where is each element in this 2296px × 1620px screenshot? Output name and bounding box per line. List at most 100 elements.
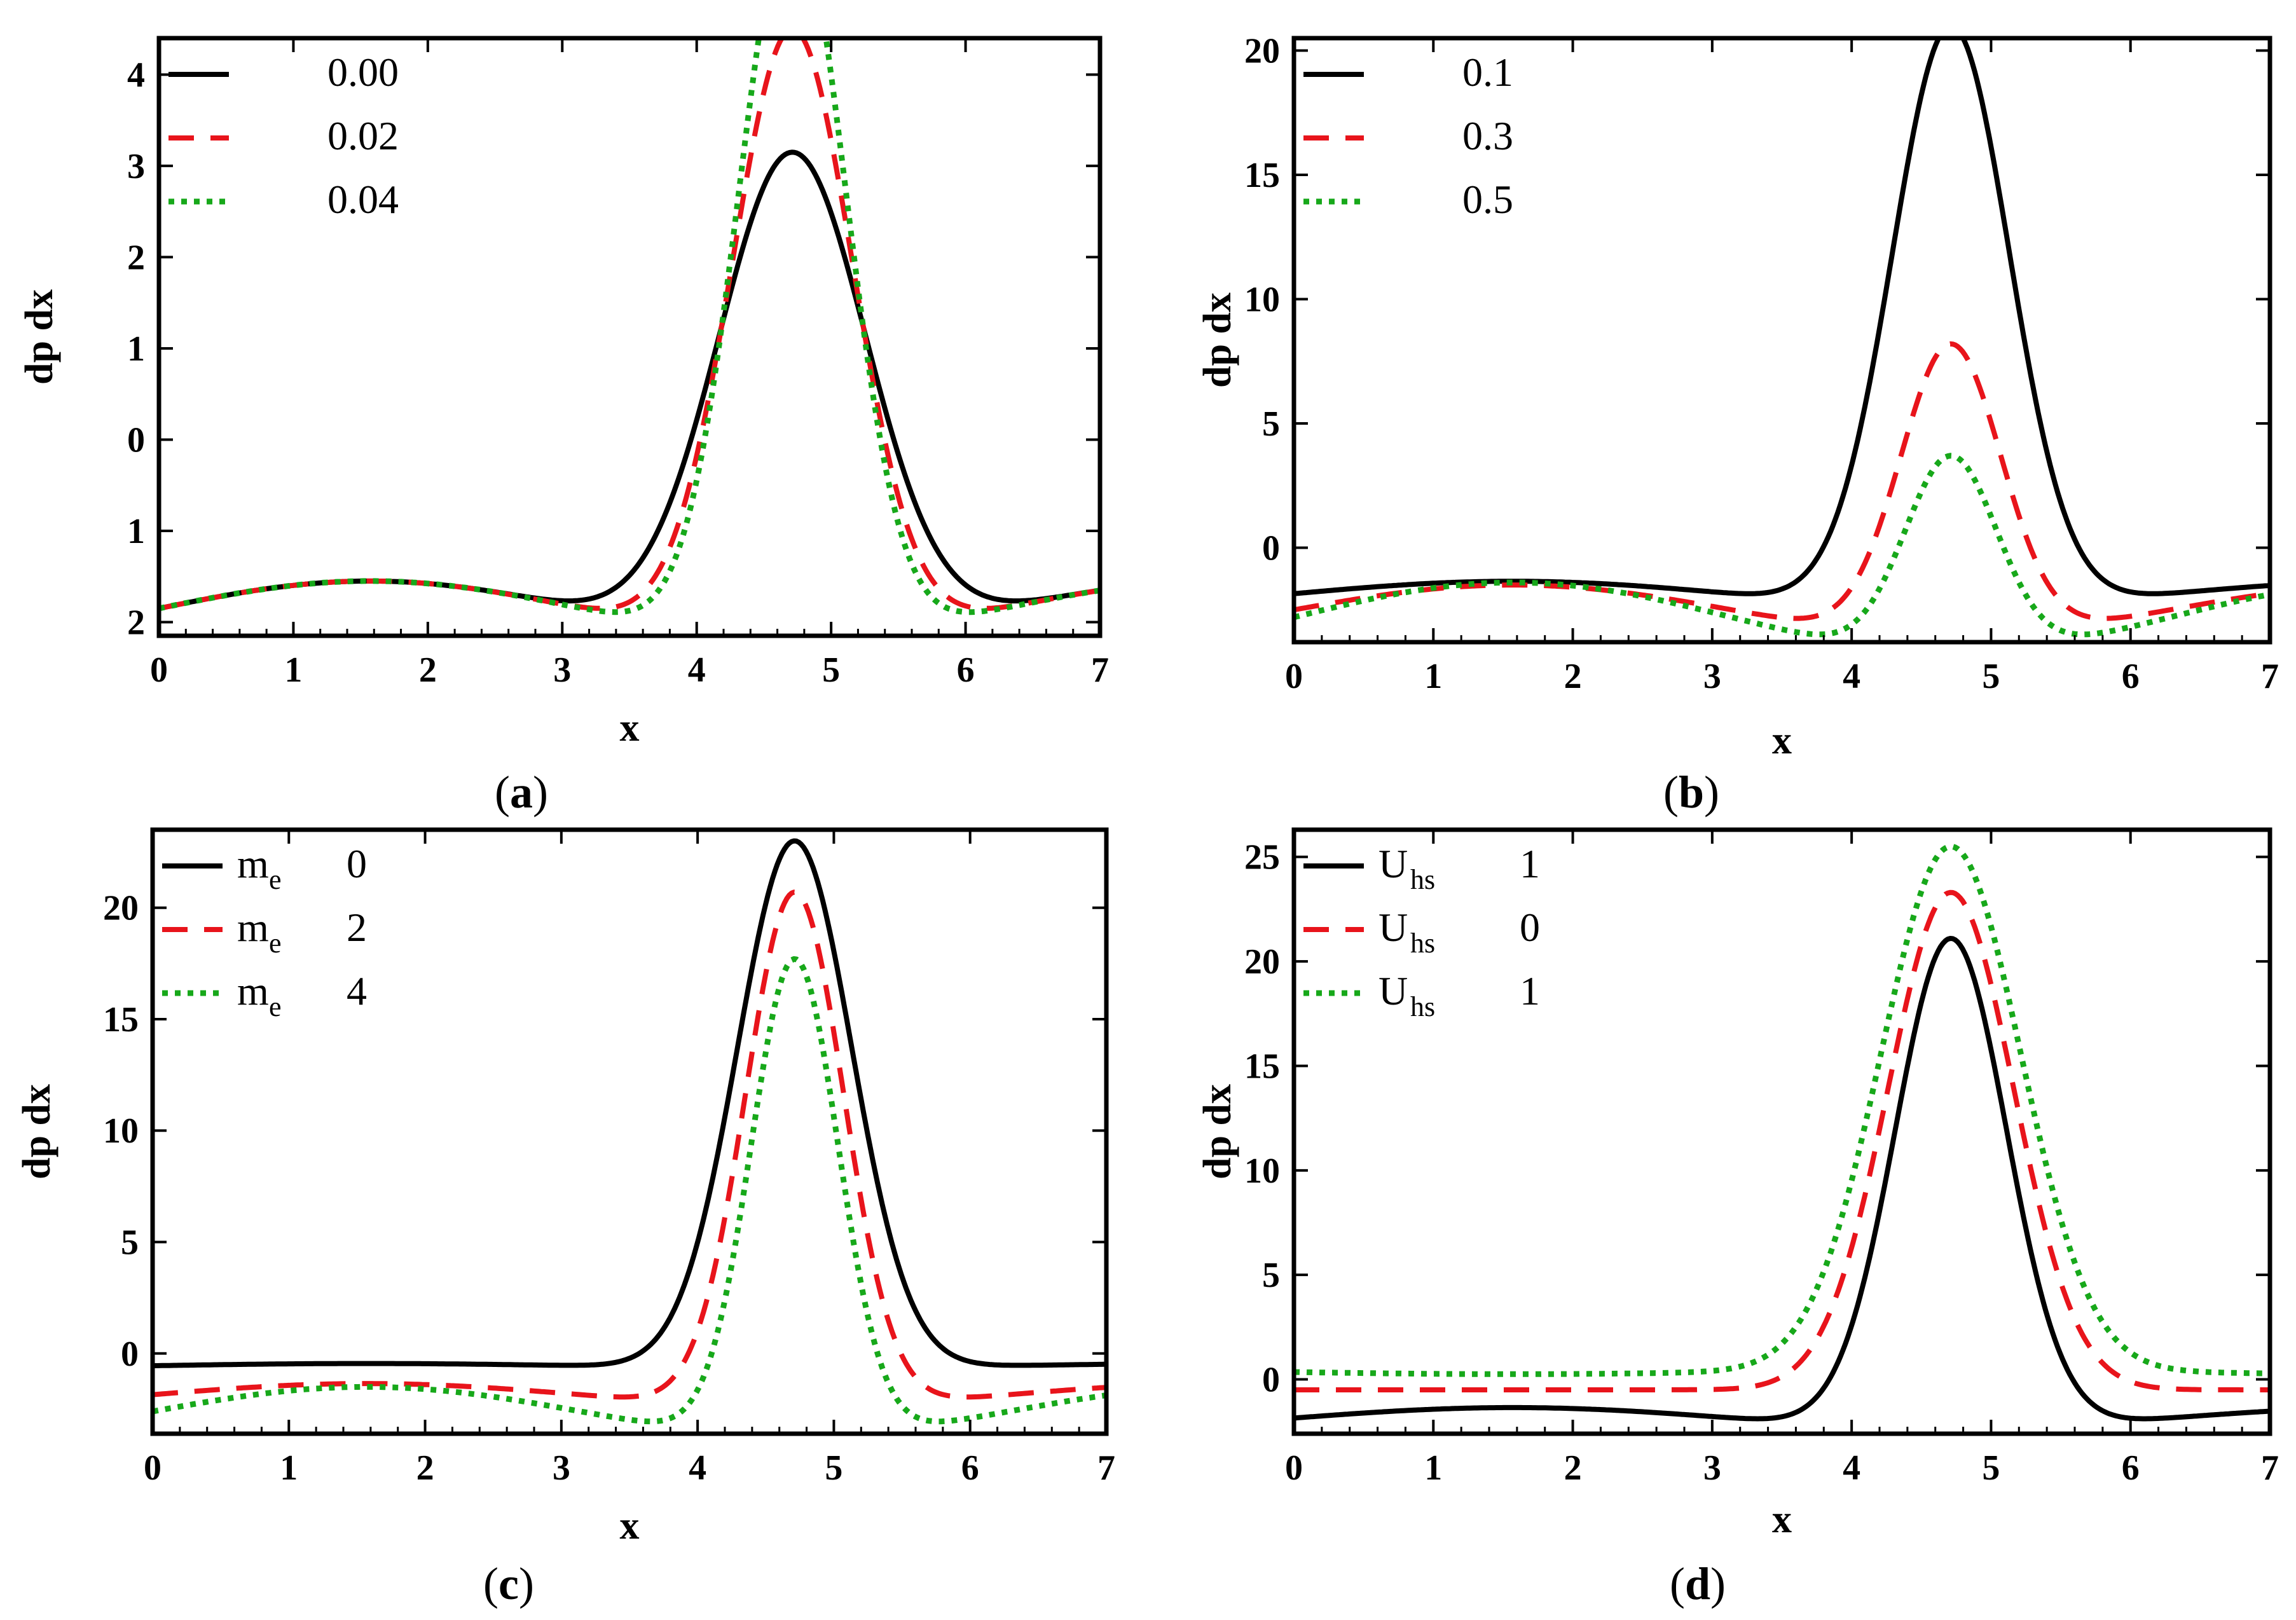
panel-d: 0 1 2 3 4 5 6 7 0 5 10 15 20 25 x dp dx U hs 1 U hs 0 U hs 1 (d) bbox=[1196, 827, 2279, 1609]
y-tick-label: 20 bbox=[1244, 32, 1280, 71]
y-tick-label: 1 bbox=[127, 512, 145, 551]
y-tick-label: 0 bbox=[1262, 1361, 1280, 1400]
legend-subscript: e bbox=[269, 928, 282, 959]
y-tick-label: 5 bbox=[1262, 1256, 1280, 1295]
legend-subscript: hs bbox=[1410, 991, 1435, 1022]
legend-value: 0.00 bbox=[327, 50, 399, 95]
legend-subscript: e bbox=[269, 991, 282, 1022]
y-tick-label: 10 bbox=[103, 1111, 139, 1151]
legend-value: 0 bbox=[1520, 905, 1540, 950]
x-tick-label: 3 bbox=[553, 650, 571, 690]
x-tick-label: 7 bbox=[2261, 1448, 2279, 1488]
x-tick-label: 6 bbox=[2122, 657, 2140, 696]
legend-value: 0.04 bbox=[327, 177, 399, 222]
series-line-3 bbox=[1294, 453, 2270, 638]
plot-frame bbox=[156, 36, 1103, 638]
x-tick-label: 4 bbox=[688, 650, 706, 690]
x-tick-label: 2 bbox=[1564, 1448, 1582, 1488]
legend-value: 4 bbox=[347, 968, 367, 1013]
series-line-2 bbox=[1294, 341, 2270, 621]
y-tick-label: 4 bbox=[127, 55, 145, 95]
y-axis-label: dp dx bbox=[15, 1084, 58, 1179]
legend-value: 2 bbox=[347, 905, 367, 950]
panel-caption: (c) bbox=[483, 1558, 534, 1609]
legend-value: 0.3 bbox=[1462, 113, 1513, 158]
y-tick-label: 10 bbox=[1244, 280, 1280, 319]
panel-a: 0 1 2 3 4 5 6 7 2 1 0 1 2 3 4 x dp dx 0.00 0.02 0.04 (a) bbox=[18, 36, 1109, 818]
series-group bbox=[153, 838, 1106, 1425]
x-tick-label: 1 bbox=[1424, 1448, 1442, 1488]
x-tick-label: 2 bbox=[416, 1448, 434, 1488]
x-tick-label: 1 bbox=[280, 1448, 298, 1488]
x-axis-label: x bbox=[620, 706, 640, 750]
series-line-2 bbox=[159, 38, 1100, 611]
x-tick-label: 1 bbox=[1424, 657, 1442, 696]
y-tick-label: 5 bbox=[121, 1223, 139, 1263]
x-axis-label: x bbox=[1772, 719, 1792, 762]
y-tick-label: 2 bbox=[127, 603, 145, 642]
plot-frame bbox=[1291, 36, 2272, 645]
x-tick-label: 4 bbox=[1843, 657, 1860, 696]
x-tick-label: 5 bbox=[1982, 1448, 2000, 1488]
x-tick-label: 1 bbox=[284, 650, 302, 690]
x-tick-label: 0 bbox=[150, 650, 168, 690]
series-group bbox=[159, 38, 1100, 615]
x-axis-label: x bbox=[620, 1504, 640, 1548]
y-tick-label: 2 bbox=[127, 238, 145, 277]
legend-symbol: m bbox=[237, 968, 269, 1013]
legend-value: 1 bbox=[1520, 841, 1540, 886]
x-tick-label: 0 bbox=[144, 1448, 162, 1488]
legend-value: 0.5 bbox=[1462, 177, 1513, 222]
legend-value: 0.1 bbox=[1462, 50, 1513, 95]
x-tick-label: 2 bbox=[419, 650, 437, 690]
x-tick-label: 6 bbox=[2122, 1448, 2140, 1488]
y-tick-label: 25 bbox=[1244, 838, 1280, 877]
legend-symbol: U bbox=[1378, 968, 1408, 1013]
x-tick-label: 0 bbox=[1285, 657, 1303, 696]
y-tick-label: 20 bbox=[103, 889, 139, 928]
y-tick-label: 15 bbox=[103, 1000, 139, 1040]
y-tick-label: 5 bbox=[1262, 404, 1280, 444]
panel-caption-letter: b bbox=[1679, 767, 1704, 818]
x-tick-label: 3 bbox=[553, 1448, 570, 1488]
panel-caption-letter: a bbox=[510, 767, 533, 818]
x-tick-label: 4 bbox=[1843, 1448, 1860, 1488]
panel-caption-letter: c bbox=[498, 1558, 519, 1609]
plot-frame bbox=[1291, 827, 2272, 1436]
x-tick-label: 5 bbox=[1982, 657, 2000, 696]
series-line-1 bbox=[159, 149, 1100, 611]
y-tick-label: 0 bbox=[1262, 528, 1280, 568]
x-tick-label: 6 bbox=[957, 650, 975, 690]
x-tick-label: 4 bbox=[689, 1448, 706, 1488]
legend-symbol: U bbox=[1378, 905, 1408, 950]
legend-symbol: U bbox=[1378, 841, 1408, 886]
y-tick-label: 15 bbox=[1244, 1047, 1280, 1086]
legend-subscript: hs bbox=[1410, 864, 1435, 895]
legend-subscript: e bbox=[269, 864, 282, 895]
x-tick-label: 7 bbox=[1097, 1448, 1115, 1488]
panel-b: 0 1 2 3 4 5 6 7 0 5 10 15 20 x dp dx 0.1 0.3 0.5 (b) bbox=[1196, 32, 2279, 818]
series-line-2 bbox=[153, 889, 1106, 1400]
legend-value: 0 bbox=[347, 841, 367, 886]
x-tick-label: 7 bbox=[1091, 650, 1109, 690]
panel-caption: (d) bbox=[1670, 1558, 1726, 1609]
x-tick-label: 6 bbox=[961, 1448, 979, 1488]
y-tick-label: 10 bbox=[1244, 1151, 1280, 1191]
x-tick-label: 3 bbox=[1703, 1448, 1721, 1488]
series-line-2 bbox=[1294, 889, 2270, 1392]
x-tick-label: 5 bbox=[822, 650, 840, 690]
x-tick-label: 3 bbox=[1703, 657, 1721, 696]
x-axis-label: x bbox=[1772, 1498, 1792, 1541]
x-tick-label: 5 bbox=[825, 1448, 842, 1488]
series-line-1 bbox=[153, 838, 1106, 1369]
series-group bbox=[1294, 38, 2270, 638]
y-tick-label: 3 bbox=[127, 147, 145, 186]
y-tick-label: 1 bbox=[127, 329, 145, 369]
legend-symbol: m bbox=[237, 841, 269, 886]
y-tick-label: 0 bbox=[121, 1335, 139, 1374]
panel-caption: (b) bbox=[1663, 767, 1719, 818]
x-tick-label: 0 bbox=[1285, 1448, 1303, 1488]
